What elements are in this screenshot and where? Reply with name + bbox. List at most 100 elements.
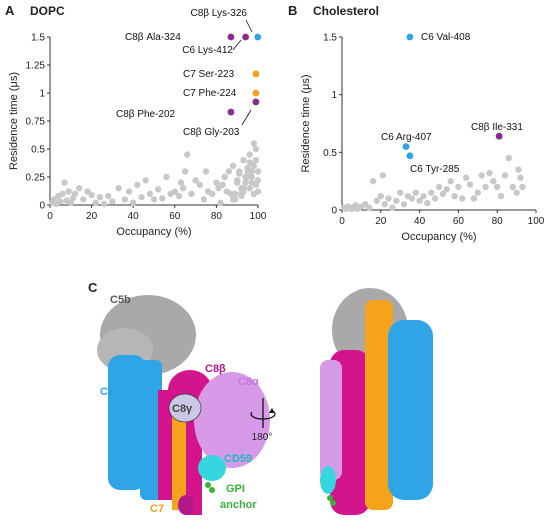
dopc-point	[246, 159, 253, 166]
chol-point	[435, 183, 443, 191]
dopc-leader-line	[241, 109, 252, 126]
dopc-point	[179, 185, 187, 192]
dopc-point	[177, 179, 185, 186]
dopc-point	[146, 190, 154, 197]
chol-point	[377, 192, 384, 200]
dopc-point	[229, 162, 237, 169]
dopc-point	[150, 196, 158, 203]
dopc-point	[182, 168, 189, 175]
dopc-point	[61, 179, 68, 186]
chol-highlight-point	[402, 143, 410, 150]
rotation-arrowhead	[269, 408, 275, 413]
chol-x-tick-label: 0	[339, 216, 345, 227]
chol-x-tick-label: 60	[453, 216, 465, 227]
panel-c-letter: C	[88, 280, 98, 295]
c6-region-2	[140, 360, 162, 500]
label-c7: C7	[150, 503, 164, 515]
chol-point	[490, 177, 497, 185]
dopc-x-tick-label: 60	[169, 211, 181, 222]
dopc-point	[88, 191, 95, 199]
chol-point	[447, 177, 454, 185]
c7-band-right	[365, 300, 393, 510]
chol-point	[482, 183, 489, 191]
chol-y-axis-title: Residence time (μs)	[300, 74, 312, 172]
dopc-annotation: C7 Phe-224	[183, 88, 237, 99]
dopc-point	[225, 168, 233, 175]
chol-annotation: C6 Arg-407	[381, 132, 432, 143]
dopc-point	[242, 179, 249, 186]
chol-point	[519, 183, 526, 191]
chol-point	[515, 166, 522, 173]
chol-point	[513, 189, 520, 196]
chol-point	[494, 183, 501, 191]
dopc-point	[175, 192, 183, 200]
chol-point	[501, 172, 509, 179]
chol-point	[497, 192, 505, 200]
dopc-point	[196, 181, 203, 189]
c6-band-right	[388, 320, 433, 500]
panel-b-letter: B	[288, 3, 297, 18]
panel-b-title: Cholesterol	[313, 4, 379, 18]
dopc-point	[105, 192, 112, 200]
dopc-annotation: C8β Gly-203	[183, 127, 240, 138]
chol-point	[416, 197, 423, 204]
dopc-point	[59, 190, 66, 197]
dopc-x-tick-label: 0	[47, 211, 53, 222]
chol-point	[412, 189, 419, 196]
dopc-point	[246, 185, 253, 192]
dopc-point	[229, 196, 237, 203]
chol-point	[389, 204, 396, 211]
dopc-point	[209, 190, 216, 197]
label-gpi-1: GPI	[226, 483, 245, 495]
dopc-highlight-point	[252, 89, 260, 97]
chol-point	[474, 189, 481, 196]
dopc-point	[138, 193, 145, 201]
dopc-point	[134, 181, 141, 189]
gpi-dot-right	[327, 495, 333, 501]
dopc-point	[254, 177, 262, 184]
c8a-band-right	[320, 360, 342, 480]
chol-point	[379, 172, 386, 179]
dopc-point	[188, 190, 195, 197]
dopc-point	[171, 188, 178, 195]
dopc-point	[192, 177, 199, 184]
chol-point	[505, 154, 513, 162]
chol-point	[385, 195, 392, 202]
dopc-point	[213, 179, 220, 186]
dopc-point	[254, 168, 262, 175]
dopc-point	[142, 177, 149, 184]
dopc-point	[254, 188, 262, 195]
dopc-point	[121, 196, 129, 203]
dopc-point	[115, 185, 122, 192]
chol-point	[381, 201, 388, 208]
dopc-annotation: C6 Lys-412	[182, 45, 233, 56]
gpi-dot-right-2	[330, 500, 336, 506]
dopc-point	[219, 181, 226, 189]
dopc-annotation: C8β Lys-326	[190, 8, 247, 19]
dopc-point	[252, 145, 260, 153]
chol-point	[470, 195, 478, 202]
dopc-point	[217, 199, 224, 206]
dopc-y-tick-label: 0.5	[31, 145, 45, 156]
label-c6: C6	[100, 386, 114, 398]
label-c8g: C8γ	[172, 403, 193, 415]
dopc-leader-line	[232, 39, 242, 51]
chol-point	[462, 174, 470, 181]
panel-a-title: DOPC	[30, 4, 65, 18]
label-c8a: C8α	[238, 376, 259, 388]
dopc-point	[238, 190, 245, 197]
dopc-point	[130, 199, 137, 206]
dopc-highlight-point	[254, 33, 262, 41]
dopc-point	[236, 168, 243, 175]
chol-point	[408, 195, 416, 202]
dopc-y-axis-title: Residence time (μs)	[8, 72, 20, 170]
left-structure	[97, 295, 270, 515]
dopc-y-tick-label: 1	[39, 89, 45, 100]
chol-y-tick-label: 0.5	[323, 148, 337, 159]
chol-y-tick-label: 0	[331, 206, 337, 217]
chol-y-tick-label: 1	[331, 90, 337, 101]
dopc-point	[246, 151, 253, 158]
dopc-point	[75, 185, 83, 192]
chol-highlight-point	[406, 152, 414, 160]
dopc-point	[248, 179, 255, 186]
